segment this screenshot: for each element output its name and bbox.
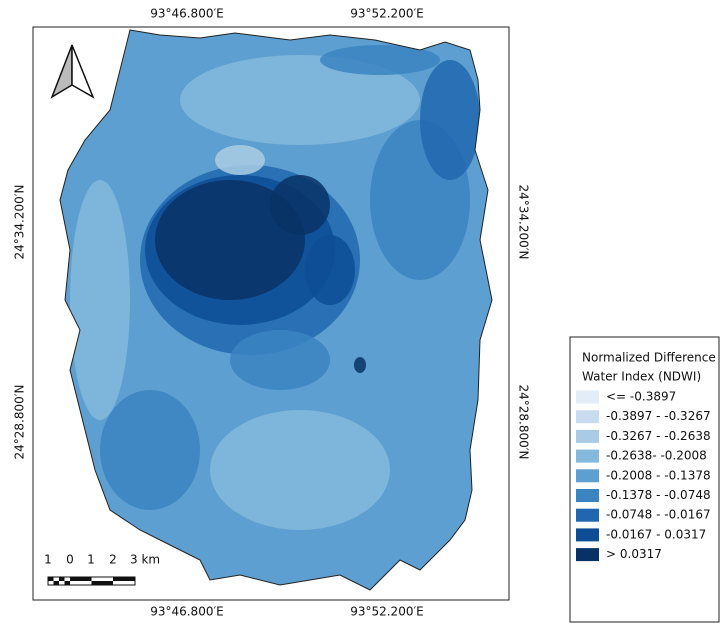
latitude-label: 24°28.800′N (517, 385, 531, 460)
legend-swatch (576, 528, 599, 541)
legend-swatch (576, 509, 599, 522)
legend-title: Normalized Difference (582, 351, 716, 365)
scale-label: 3 km (130, 553, 160, 567)
legend-label: -0.0748 - -0.0167 (606, 508, 711, 522)
raster-patch (270, 175, 330, 235)
raster-patch (230, 330, 330, 390)
raster-patch (420, 60, 480, 180)
legend-label: -0.0167 - 0.0317 (606, 527, 706, 541)
scale-label: 0 (66, 553, 74, 567)
scale-label: 1 (87, 553, 95, 567)
legend-swatch (576, 548, 599, 561)
legend: Normalized Difference Water Index (NDWI)… (570, 337, 719, 622)
legend-label: > 0.0317 (606, 547, 662, 561)
legend-swatch (576, 489, 599, 502)
longitude-label: 93°46.800′E (150, 7, 224, 21)
raster-patch (354, 357, 366, 373)
legend-label: -0.2638- -0.2008 (606, 449, 707, 463)
latitude-label: 24°34.200′N (517, 185, 531, 260)
raster-patch (100, 390, 200, 510)
legend-label: -0.1378 - -0.0748 (606, 488, 711, 502)
longitude-label: 93°52.200′E (350, 605, 424, 619)
page: 1 0 1 2 3 km 93°46.800′E 93°52.200′E 93°… (0, 0, 720, 624)
raster-patch (215, 145, 265, 175)
raster-patch (70, 180, 130, 420)
legend-swatch (576, 450, 599, 463)
legend-label: -0.3267 - -0.2638 (606, 429, 711, 443)
scale-label: 1 (44, 553, 52, 567)
raster-patch (305, 235, 355, 305)
legend-label: <= -0.3897 (606, 390, 676, 404)
legend-swatch (576, 391, 599, 404)
legend-swatch (576, 430, 599, 443)
legend-label: -0.3897 - -0.3267 (606, 409, 711, 423)
map-figure: 1 0 1 2 3 km 93°46.800′E 93°52.200′E 93°… (0, 0, 720, 624)
latitude-label: 24°34.200′N (13, 185, 27, 260)
raster-patch (210, 410, 390, 530)
longitude-label: 93°52.200′E (350, 7, 424, 21)
scale-bar (48, 577, 135, 585)
legend-swatch (576, 410, 599, 423)
scale-label: 2 (109, 553, 117, 567)
legend-title: Water Index (NDWI) (582, 370, 701, 384)
longitude-label: 93°46.800′E (150, 605, 224, 619)
legend-swatch (576, 469, 599, 482)
latitude-label: 24°28.800′N (13, 385, 27, 460)
legend-label: -0.2008 - -0.1378 (606, 468, 711, 482)
